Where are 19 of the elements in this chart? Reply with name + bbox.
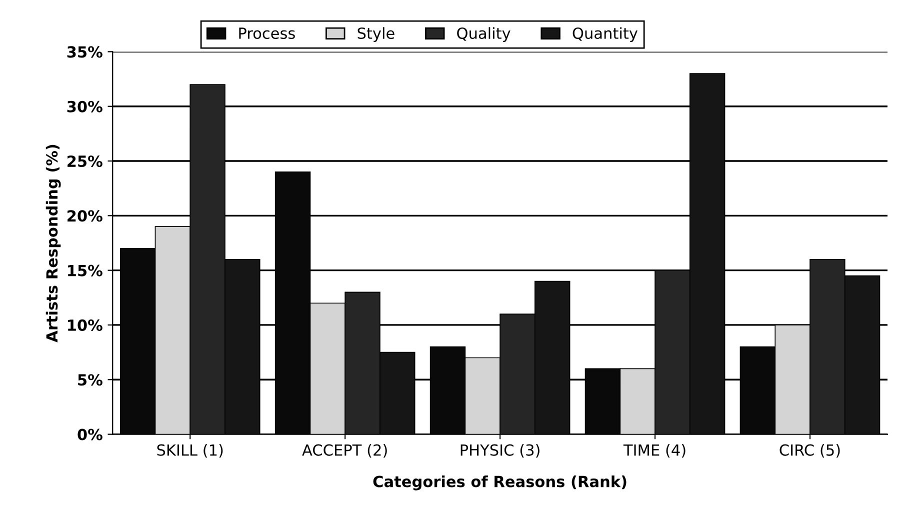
y-tick-label: 35%	[67, 46, 102, 58]
y-tick-label: 5%	[78, 374, 102, 386]
legend-label: Style	[358, 27, 394, 42]
y-tick-label: 15%	[68, 264, 102, 276]
y-tick-label: 25%	[68, 155, 102, 168]
y-tick-label: 20%	[68, 210, 102, 222]
legend-label: Quantity	[572, 27, 638, 42]
x-tick-label: SKILL (1)	[157, 444, 223, 458]
x-tick-label: ACCEPT (2)	[302, 444, 387, 458]
x-axis-title: Categories of Reasons (Rank)	[373, 475, 626, 490]
x-tick-label: TIME (4)	[623, 444, 686, 458]
legend-label: Process	[239, 28, 295, 40]
y-tick-label: 0%	[78, 428, 102, 440]
x-tick-label: PHYSIC (3)	[460, 444, 540, 458]
y-tick-label: 30%	[67, 100, 102, 112]
y-tick-label: 10%	[68, 319, 102, 331]
x-tick-label: CIRC (5)	[780, 444, 840, 458]
y-axis-title: Artists Responding (%)	[46, 144, 61, 342]
legend-label: Quality	[457, 27, 510, 42]
